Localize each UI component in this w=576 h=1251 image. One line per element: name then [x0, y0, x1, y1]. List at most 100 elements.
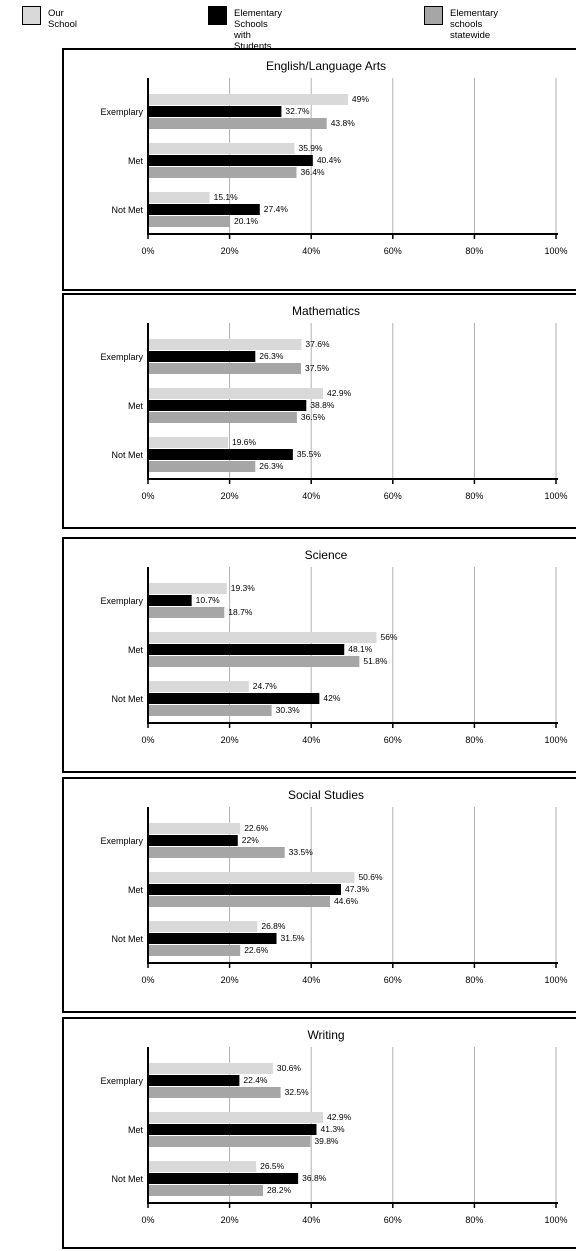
chart-title: Mathematics — [292, 304, 360, 318]
category-label: Not Met — [111, 694, 143, 704]
bar — [148, 632, 377, 643]
bar — [148, 449, 293, 460]
bar — [148, 155, 313, 166]
legend-label-statewide: Elementary schools statewide — [450, 8, 499, 41]
data-label: 33.5% — [289, 847, 314, 857]
x-tick-label: 80% — [465, 1215, 483, 1225]
bar — [148, 216, 231, 227]
data-label: 32.7% — [285, 106, 310, 116]
bar — [148, 437, 228, 448]
category-label: Not Met — [111, 450, 143, 460]
data-label: 10.7% — [196, 595, 221, 605]
legend-swatch-statewide — [424, 6, 443, 25]
bar — [148, 192, 210, 203]
bar — [148, 388, 324, 399]
bar — [148, 945, 241, 956]
data-label: 56% — [380, 632, 397, 642]
data-label: 42.9% — [327, 388, 352, 398]
chart-5-svg: Writing 30.6% 22.4% 32.5% Exemplary 42.9% 41.3… — [100, 1028, 567, 1225]
category-label: Not Met — [111, 205, 143, 215]
bar — [148, 823, 241, 834]
bar — [148, 1124, 317, 1135]
data-label: 35.5% — [297, 449, 322, 459]
x-tick-label: 0% — [141, 1215, 154, 1225]
bar — [148, 400, 307, 411]
data-label: 22.6% — [244, 945, 269, 955]
x-tick-label: 20% — [221, 735, 239, 745]
chart-title: Social Studies — [288, 788, 364, 802]
data-label: 31.5% — [281, 933, 306, 943]
data-label: 44.6% — [334, 896, 359, 906]
data-label: 22% — [242, 835, 259, 845]
category-label: Exemplary — [100, 352, 143, 362]
legend-swatch-similar-schools — [208, 6, 227, 25]
x-tick-label: 0% — [141, 975, 154, 985]
bar — [148, 351, 256, 362]
data-label: 51.8% — [363, 656, 388, 666]
category-label: Met — [128, 645, 144, 655]
bar — [148, 847, 285, 858]
category-label: Met — [128, 1125, 144, 1135]
data-label: 39.8% — [314, 1136, 339, 1146]
bar — [148, 933, 277, 944]
x-tick-label: 40% — [302, 246, 320, 256]
data-label: 42% — [323, 693, 340, 703]
data-label: 37.6% — [305, 339, 330, 349]
bar — [148, 656, 360, 667]
x-tick-label: 80% — [465, 735, 483, 745]
x-tick-label: 100% — [544, 491, 567, 501]
data-label: 35.9% — [298, 143, 323, 153]
x-tick-label: 60% — [384, 1215, 402, 1225]
data-label: 30.6% — [277, 1063, 302, 1073]
data-label: 48.1% — [348, 644, 373, 654]
bar — [148, 143, 295, 154]
data-label: 32.5% — [285, 1087, 310, 1097]
x-tick-label: 0% — [141, 735, 154, 745]
x-tick-label: 100% — [544, 246, 567, 256]
legend-label-our-school: Our School — [48, 8, 78, 30]
bar — [148, 1173, 299, 1184]
x-tick-label: 20% — [221, 246, 239, 256]
bar — [148, 1136, 311, 1147]
x-tick-label: 80% — [465, 246, 483, 256]
chart-panel-2: Mathematics 37.6% 26.3% 37.5% Exemplary 42.9%… — [62, 293, 576, 529]
bar — [148, 461, 256, 472]
data-label: 27.4% — [264, 204, 289, 214]
category-label: Exemplary — [100, 596, 143, 606]
data-label: 38.8% — [310, 400, 335, 410]
data-label: 22.6% — [244, 823, 269, 833]
bar — [148, 705, 272, 716]
x-tick-label: 60% — [384, 491, 402, 501]
chart-3-svg: Science 19.3% 10.7% 18.7% Exemplary 56% 48.1% 5… — [100, 548, 567, 745]
data-label: 37.5% — [305, 363, 330, 373]
data-label: 26.3% — [259, 351, 284, 361]
data-label: 26.3% — [259, 461, 284, 471]
data-label: 36.4% — [301, 167, 326, 177]
x-tick-label: 100% — [544, 975, 567, 985]
bar — [148, 896, 330, 907]
category-label: Met — [128, 885, 144, 895]
data-label: 30.3% — [276, 705, 301, 715]
data-label: 50.6% — [358, 872, 383, 882]
data-label: 43.8% — [331, 118, 356, 128]
x-tick-label: 100% — [544, 735, 567, 745]
chart-title: English/Language Arts — [266, 59, 386, 73]
data-label: 28.2% — [267, 1185, 292, 1195]
x-tick-label: 20% — [221, 1215, 239, 1225]
data-label: 36.8% — [302, 1173, 327, 1183]
chart-1-svg: English/Language Arts 49% 32.7% 43.8% Exempl… — [100, 59, 567, 256]
bar — [148, 1063, 273, 1074]
data-label: 26.5% — [260, 1161, 285, 1171]
bar — [148, 884, 341, 895]
bar — [148, 1087, 281, 1098]
chart-title: Writing — [307, 1028, 344, 1042]
bar — [148, 1112, 324, 1123]
x-tick-label: 0% — [141, 246, 154, 256]
chart-panel-5: Writing 30.6% 22.4% 32.5% Exemplary 42.9% 41.3… — [62, 1017, 576, 1249]
legend-swatch-our-school — [22, 6, 41, 25]
x-tick-label: 80% — [465, 975, 483, 985]
bar — [148, 412, 297, 423]
data-label: 26.8% — [261, 921, 286, 931]
data-label: 22.4% — [243, 1075, 268, 1085]
data-label: 49% — [352, 94, 369, 104]
